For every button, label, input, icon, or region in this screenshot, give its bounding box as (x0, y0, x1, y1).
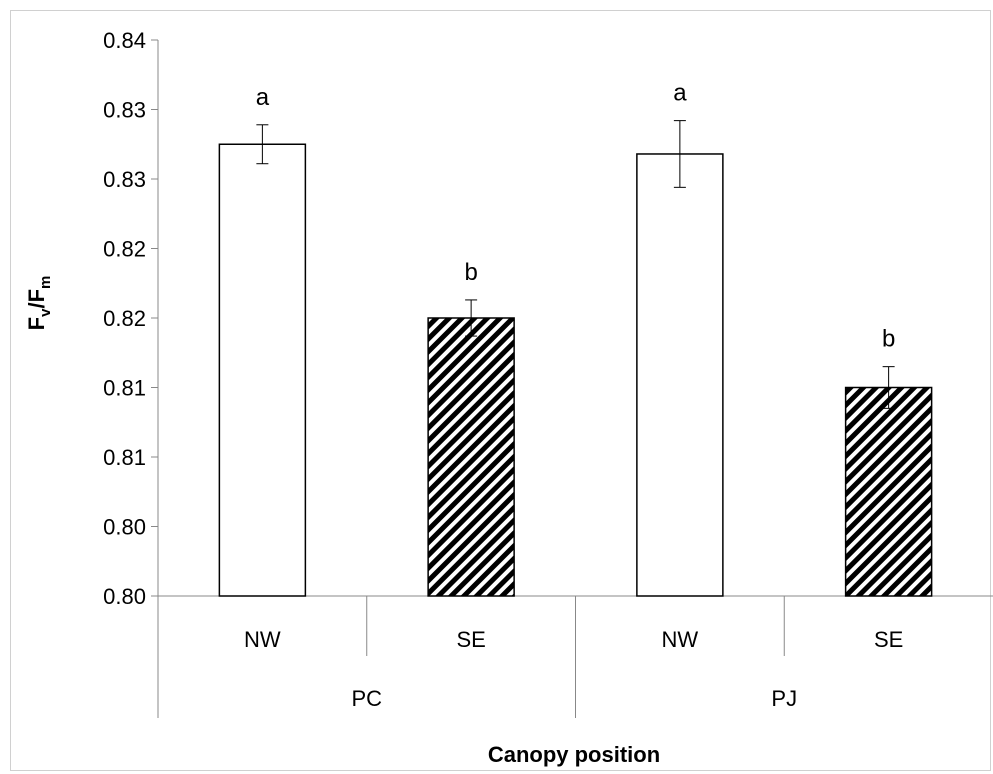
significance-letter: a (673, 80, 687, 107)
bar-pc-nw (218, 143, 307, 597)
x-group-label: PC (351, 686, 382, 711)
y-axis-title-sub2: m (37, 276, 54, 289)
significance-letter: a (256, 84, 270, 111)
y-axis-title-mid: /F (24, 289, 49, 309)
x-category-label: SE (456, 627, 485, 652)
y-tick-label: 0.80 (103, 584, 146, 609)
y-tick-label: 0.82 (103, 237, 146, 262)
x-axis-title: Canopy position (488, 742, 660, 767)
y-tick-label: 0.80 (103, 515, 146, 540)
y-axis-title-sub1: v (37, 308, 54, 317)
x-group-label: PJ (771, 686, 797, 711)
y-tick-label: 0.81 (103, 445, 146, 470)
significance-letter: b (464, 259, 477, 286)
y-axis-title-main: F (24, 317, 49, 330)
x-category-label: SE (874, 627, 903, 652)
y-tick-label: 0.84 (103, 28, 146, 53)
y-tick-label: 0.83 (103, 167, 146, 192)
y-tick-label: 0.82 (103, 306, 146, 331)
bar-pj-nw (636, 153, 724, 597)
y-axis-title: Fv/Fm (24, 276, 54, 331)
bar-pc-se (427, 317, 515, 597)
significance-letter: b (882, 326, 895, 353)
x-category-label: NW (662, 627, 699, 652)
y-tick-label: 0.81 (103, 376, 146, 401)
y-tick-label: 0.83 (103, 98, 146, 123)
chart-border (10, 10, 991, 771)
bar-pj-se (844, 386, 933, 597)
x-category-label: NW (244, 627, 281, 652)
plot-area: 0.80 0.80 0.81 0.81 0.82 0.82 0.83 0.83 0.84 a NW b… (103, 28, 993, 718)
